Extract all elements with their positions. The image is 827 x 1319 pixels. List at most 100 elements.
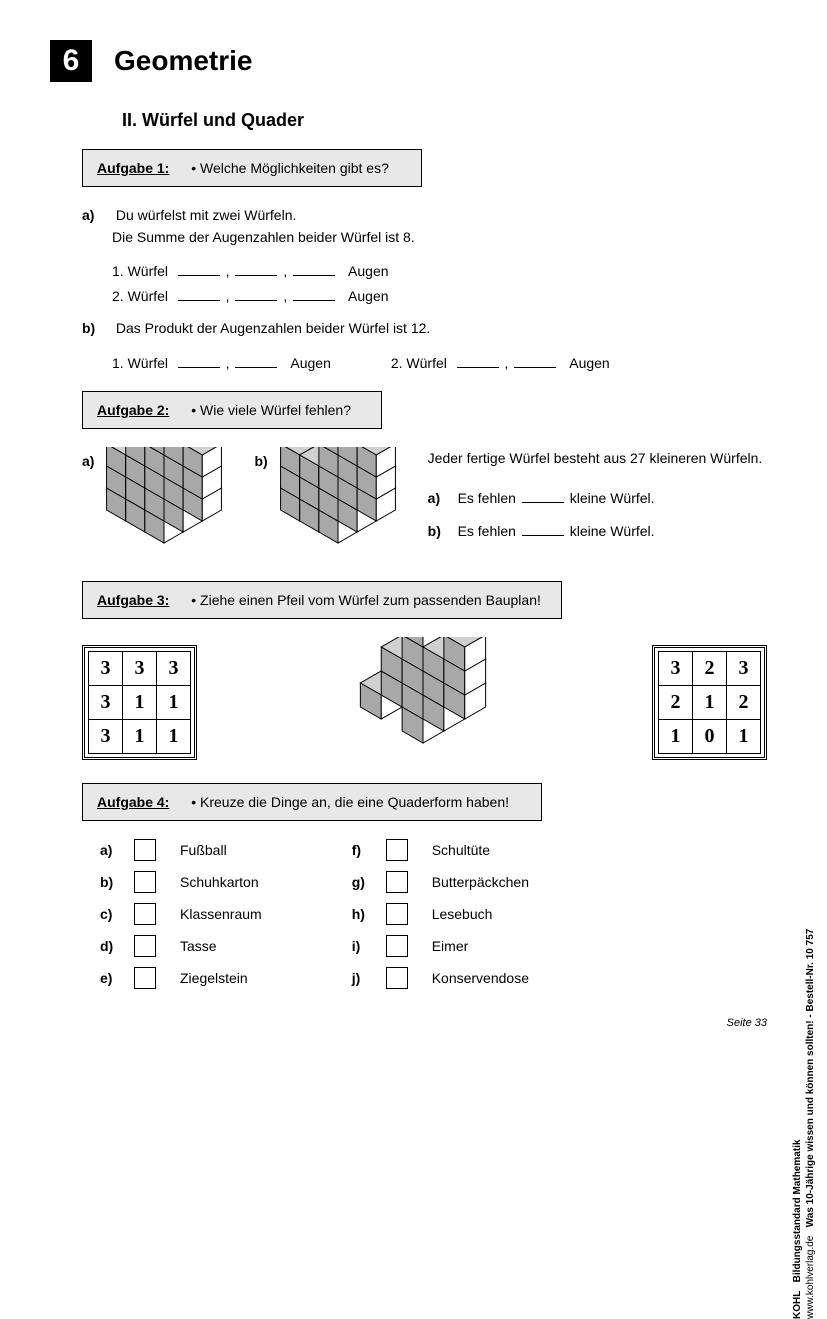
side-publisher: KOHL xyxy=(792,1291,803,1319)
blank[interactable] xyxy=(178,354,220,368)
side-publisher-text: KOHL Bildungsstandard Mathematik www.koh… xyxy=(791,919,817,1319)
task1a-letter: a) xyxy=(82,205,112,227)
plan-cell: 3 xyxy=(89,719,123,753)
plan-cell: 3 xyxy=(89,651,123,685)
task1b-line1: Das Produkt der Augenzahlen beider Würfe… xyxy=(116,320,430,336)
task2-ans-a-suf: kleine Würfel. xyxy=(570,490,655,506)
task2-cube-b-col: b) xyxy=(254,447,407,567)
option-text: Ziegelstein xyxy=(180,970,248,986)
plan-cell: 1 xyxy=(157,685,191,719)
blank[interactable] xyxy=(514,354,556,368)
plan-cell: 1 xyxy=(659,719,693,753)
task2-cube-a-col: a) xyxy=(82,447,234,567)
task2-ans-b-letter: b) xyxy=(428,520,454,542)
task2-label: Aufgabe 2: xyxy=(97,402,169,418)
task4-box: Aufgabe 4: • Kreuze die Dinge an, die ei… xyxy=(82,783,542,821)
plan-cell: 3 xyxy=(89,685,123,719)
task4-label: Aufgabe 4: xyxy=(97,794,169,810)
task1b-d1-suf: Augen xyxy=(290,355,330,371)
quader-option: d)Tasse xyxy=(100,935,262,957)
task2-ans-a-letter: a) xyxy=(428,487,454,509)
option-letter: i) xyxy=(352,938,372,954)
task3-label: Aufgabe 3: xyxy=(97,592,169,608)
plan-cell: 3 xyxy=(659,651,693,685)
task4-col-right: f)Schultüteg)Butterpäckchenh)Lesebuchi)E… xyxy=(352,839,529,999)
plan-cell: 1 xyxy=(123,719,157,753)
task1b: b) Das Produkt der Augenzahlen beider Wü… xyxy=(82,318,767,340)
option-letter: h) xyxy=(352,906,372,922)
checkbox[interactable] xyxy=(134,871,156,893)
task4-bullet: • Kreuze die Dinge an, die eine Quaderfo… xyxy=(191,794,509,810)
option-text: Schultüte xyxy=(432,842,490,858)
plan-grid-left: 333311311 xyxy=(82,645,197,760)
plan-cell: 0 xyxy=(693,719,727,753)
task1-box: Aufgabe 1: • Welche Möglichkeiten gibt e… xyxy=(82,149,422,187)
option-letter: j) xyxy=(352,970,372,986)
option-text: Butterpäckchen xyxy=(432,874,529,890)
blank[interactable] xyxy=(235,287,277,301)
task1b-d2-pre: 2. Würfel xyxy=(391,355,447,371)
plan-cell: 1 xyxy=(123,685,157,719)
task1b-d1-pre: 1. Würfel xyxy=(112,355,168,371)
option-letter: g) xyxy=(352,874,372,890)
task2-a-label: a) xyxy=(82,447,94,469)
option-text: Fußball xyxy=(180,842,227,858)
option-letter: b) xyxy=(100,874,120,890)
side-line2: Was 10-Jährige wissen und können sollten… xyxy=(805,929,816,1228)
plan-cell: 3 xyxy=(727,651,761,685)
side-url: www.kohlverlag.de xyxy=(805,1236,816,1319)
plan-cell: 2 xyxy=(693,651,727,685)
blank[interactable] xyxy=(235,262,277,276)
task2-intro: Jeder fertige Würfel besteht aus 27 klei… xyxy=(428,447,767,469)
checkbox[interactable] xyxy=(386,935,408,957)
option-letter: e) xyxy=(100,970,120,986)
task3-box: Aufgabe 3: • Ziehe einen Pfeil vom Würfe… xyxy=(82,581,562,619)
cube-diagram-a xyxy=(104,447,234,567)
checkbox[interactable] xyxy=(386,839,408,861)
task1a-d2-suf: Augen xyxy=(348,288,388,304)
option-text: Klassenraum xyxy=(180,906,262,922)
blank[interactable] xyxy=(293,287,335,301)
task1a-line2: Die Summe der Augenzahlen beider Würfel … xyxy=(112,229,415,245)
quader-option: g) Butterpäckchen xyxy=(352,871,529,893)
checkbox[interactable] xyxy=(134,967,156,989)
option-text: Lesebuch xyxy=(432,906,493,922)
checkbox[interactable] xyxy=(134,839,156,861)
task1-label: Aufgabe 1: xyxy=(97,160,169,176)
checkbox[interactable] xyxy=(134,903,156,925)
blank[interactable] xyxy=(457,354,499,368)
option-letter: c) xyxy=(100,906,120,922)
blank[interactable] xyxy=(522,522,564,536)
option-letter: d) xyxy=(100,938,120,954)
task3-row: 333311311 323212101 xyxy=(82,637,767,767)
quader-option: c) Klassenraum xyxy=(100,903,262,925)
task1a-d2-pre: 2. Würfel xyxy=(112,288,168,304)
plan-cell: 3 xyxy=(123,651,157,685)
task2-bullet: • Wie viele Würfel fehlen? xyxy=(191,402,351,418)
option-text: Konservendose xyxy=(432,970,529,986)
quader-option: i) Eimer xyxy=(352,935,529,957)
blank[interactable] xyxy=(522,489,564,503)
option-letter: a) xyxy=(100,842,120,858)
blank[interactable] xyxy=(235,354,277,368)
option-text: Eimer xyxy=(432,938,469,954)
blank[interactable] xyxy=(178,287,220,301)
task1a-line1: Du würfelst mit zwei Würfeln. xyxy=(116,207,296,223)
quader-option: e) Ziegelstein xyxy=(100,967,262,989)
blank[interactable] xyxy=(178,262,220,276)
checkbox[interactable] xyxy=(386,967,408,989)
page-number: Seite 33 xyxy=(50,1017,767,1029)
checkbox[interactable] xyxy=(386,903,408,925)
section-title: II. Würfel und Quader xyxy=(122,110,767,131)
checkbox[interactable] xyxy=(386,871,408,893)
plan-cell: 2 xyxy=(727,685,761,719)
task2-text: Jeder fertige Würfel besteht aus 27 klei… xyxy=(428,447,767,542)
plan-cell: 3 xyxy=(157,651,191,685)
task4-columns: a)Fußballb)Schuhkartonc)Klassenraumd)Tas… xyxy=(100,839,767,999)
quader-option: h) Lesebuch xyxy=(352,903,529,925)
checkbox[interactable] xyxy=(134,935,156,957)
blank[interactable] xyxy=(293,262,335,276)
task1b-letter: b) xyxy=(82,318,112,340)
task3-bullet: • Ziehe einen Pfeil vom Würfel zum passe… xyxy=(191,592,541,608)
cube-building-diagram xyxy=(335,637,515,767)
